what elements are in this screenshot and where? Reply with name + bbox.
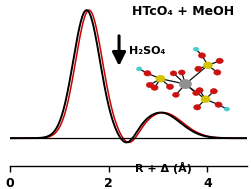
Text: H₂SO₄: H₂SO₄	[129, 46, 165, 56]
Text: HTcO₄ + MeOH: HTcO₄ + MeOH	[132, 5, 234, 18]
Text: R + Δ (Å): R + Δ (Å)	[135, 162, 192, 174]
